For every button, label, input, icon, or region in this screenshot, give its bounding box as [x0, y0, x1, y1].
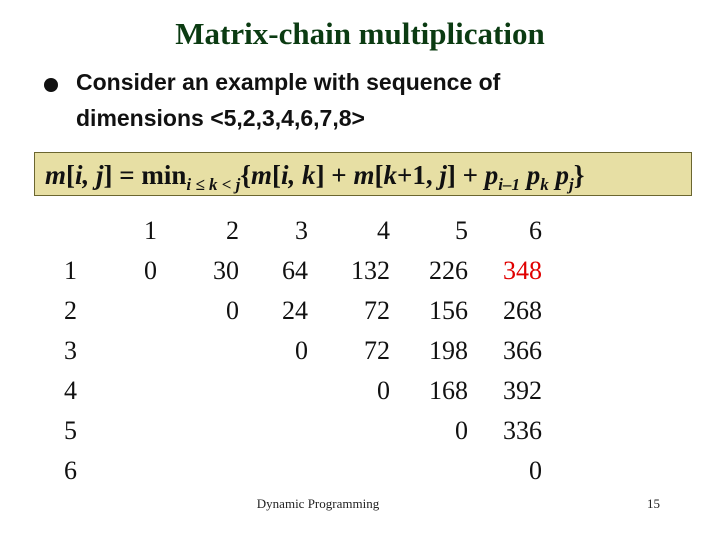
formula-part: [ [272, 160, 282, 190]
table-cell: 0 [377, 376, 390, 405]
bullet-text: dimensions <5,2,3,4,6,7,8> [76, 105, 365, 131]
table-cell: 268 [503, 296, 542, 325]
bullet-dot [44, 78, 58, 92]
formula-part: ] + [315, 160, 354, 190]
formula-part: j [439, 160, 447, 190]
formula-part: ] = min [103, 160, 187, 190]
footer: Dynamic Programming [256, 496, 380, 511]
table-cell: 226 [429, 256, 468, 285]
formula-part: m [353, 160, 375, 190]
formula-part: i–1 [498, 175, 520, 194]
row-label: 2 [64, 296, 77, 325]
formula-part: i, k [281, 160, 316, 190]
page-number: 15 [647, 496, 660, 511]
formula-part: [ [374, 160, 384, 190]
table-cell: 132 [351, 256, 390, 285]
formula: m[i, j] = mini ≤ k < j{m[i, k] + m[k+1, … [34, 152, 692, 196]
formula-part: i, j [75, 160, 104, 190]
formula-part: m [45, 160, 67, 190]
table-cell: 72 [364, 296, 390, 325]
table-cell: 64 [282, 256, 308, 285]
row-label: 6 [64, 456, 77, 485]
table-cell: 0 [529, 456, 542, 485]
formula-part: m [251, 160, 273, 190]
formula-part: p [520, 160, 541, 190]
table-cell: 168 [429, 376, 468, 405]
column-header: 3 [295, 216, 308, 245]
column-header: 5 [455, 216, 468, 245]
formula-part: p [484, 160, 499, 190]
row-label: 3 [64, 336, 77, 365]
formula-part: j [569, 175, 574, 194]
formula-part: k [383, 160, 397, 190]
table-cell: 24 [282, 296, 308, 325]
formula-part: i ≤ k < j [186, 175, 241, 194]
formula-part: { [240, 160, 252, 190]
table-cell: 72 [364, 336, 390, 365]
row-label: 1 [64, 256, 77, 285]
table-cell: 198 [429, 336, 468, 365]
row-label: 4 [64, 376, 77, 405]
table-cell: 348 [503, 256, 542, 285]
formula-part: k [540, 175, 549, 194]
row-label: 5 [64, 416, 77, 445]
table-cell: 0 [455, 416, 468, 445]
column-header: 4 [377, 216, 390, 245]
title: Matrix-chain multiplication [175, 16, 545, 51]
table-cell: 30 [213, 256, 239, 285]
formula-part: +1, [396, 160, 440, 190]
formula-part: ] + [446, 160, 485, 190]
table-cell: 366 [503, 336, 542, 365]
formula-part: } [573, 160, 585, 190]
table-cell: 336 [503, 416, 542, 445]
bullet-text: Consider an example with sequence of [76, 69, 501, 95]
table-cell: 0 [144, 256, 157, 285]
column-header: 1 [144, 216, 157, 245]
column-header: 6 [529, 216, 542, 245]
table-cell: 0 [226, 296, 239, 325]
formula-part: p [548, 160, 570, 190]
column-header: 2 [226, 216, 239, 245]
table-cell: 0 [295, 336, 308, 365]
formula-part: [ [66, 160, 76, 190]
table-cell: 156 [429, 296, 468, 325]
table-cell: 392 [503, 376, 542, 405]
